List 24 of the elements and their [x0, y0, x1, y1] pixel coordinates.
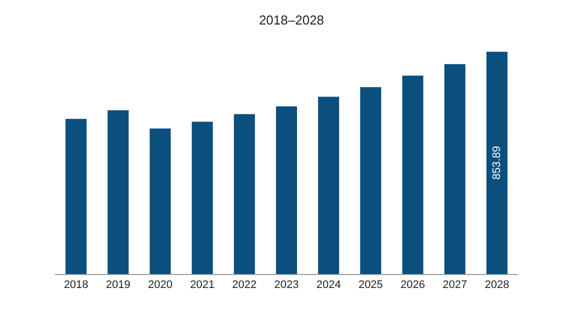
- x-tick-label: 2024: [316, 279, 341, 292]
- x-tick-label: 2023: [274, 279, 299, 292]
- bar: [234, 114, 255, 274]
- x-tick-label: 2018: [64, 279, 88, 292]
- data-label: 853.89: [490, 146, 503, 180]
- bar: [444, 64, 466, 274]
- x-tick-label: 2028: [484, 279, 510, 292]
- bar: [150, 128, 171, 274]
- x-tick-label: 2019: [106, 279, 130, 292]
- bar: [66, 118, 87, 274]
- x-tick-label: 2020: [148, 279, 172, 292]
- x-tick-label: 2026: [400, 279, 426, 292]
- bar: [402, 76, 424, 274]
- bar: [192, 122, 213, 274]
- x-tick-label: 2021: [190, 279, 215, 292]
- bar: [360, 87, 382, 274]
- bar: [108, 110, 129, 274]
- bar: [486, 52, 508, 274]
- x-tick-label: 2025: [358, 279, 383, 292]
- x-tick-label: 2027: [442, 279, 468, 292]
- bar: [276, 106, 298, 274]
- x-tick-label: 2022: [232, 279, 257, 292]
- bar: [318, 96, 340, 274]
- chart-title: 2018–2028: [258, 12, 324, 28]
